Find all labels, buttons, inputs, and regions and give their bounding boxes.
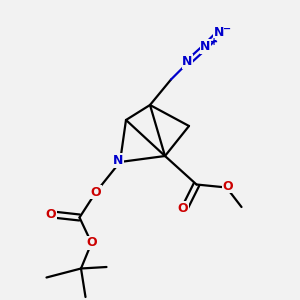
Text: O: O <box>91 185 101 199</box>
Text: N: N <box>182 55 193 68</box>
Text: O: O <box>223 179 233 193</box>
Text: O: O <box>86 236 97 250</box>
Text: N: N <box>113 154 124 167</box>
Text: +: + <box>210 37 218 47</box>
Text: N: N <box>214 26 224 40</box>
Text: O: O <box>46 208 56 221</box>
Text: −: − <box>223 23 232 34</box>
Text: N: N <box>200 40 211 53</box>
Text: O: O <box>178 202 188 215</box>
